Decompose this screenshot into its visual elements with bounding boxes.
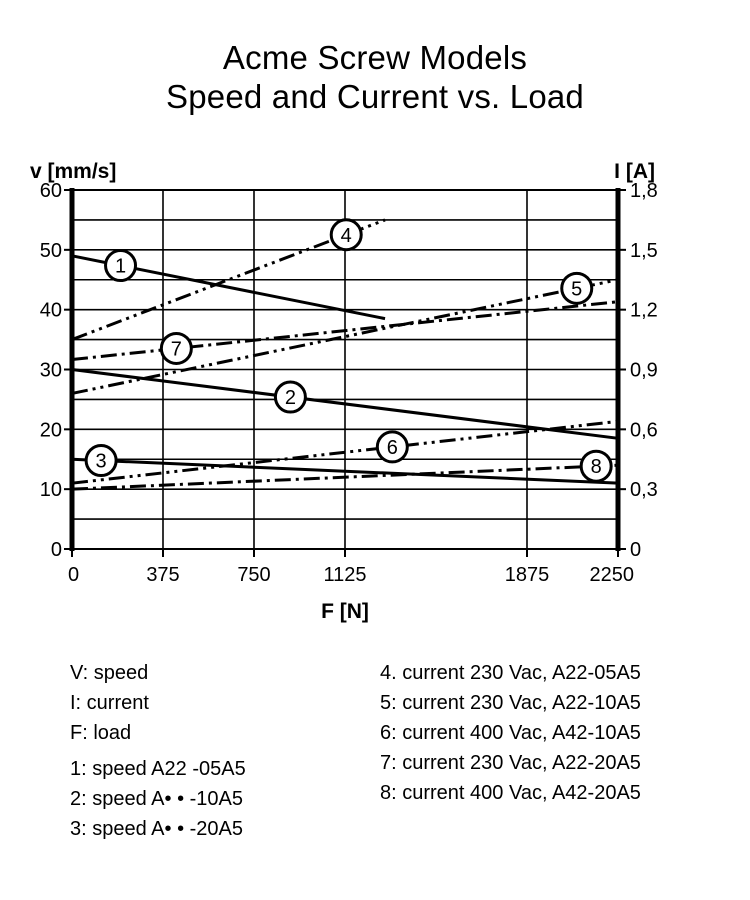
- y-axis-left-label: v [mm/s]: [30, 160, 116, 183]
- series-label-5: 5: [571, 278, 582, 300]
- series-line-3: [71, 457, 619, 485]
- series-marker-2: [273, 380, 307, 414]
- legend-item: 2: speed A• • -10A5: [70, 788, 244, 810]
- legend-item: 5: current 230 Vac, A22-10A5: [380, 692, 641, 714]
- series-marker-8: [579, 449, 613, 483]
- series-line-6: [71, 419, 619, 485]
- y-right-tick-label: 1,5: [630, 240, 658, 262]
- series-marker-6: [375, 430, 409, 464]
- series-marker-3: [84, 444, 118, 478]
- legend-item: V: speed: [70, 662, 149, 684]
- y-left-tick-label: 0: [51, 539, 62, 561]
- legend-right: 4. current 230 Vac, A22-05A5 5: current …: [380, 658, 641, 808]
- y-right-tick-label: 0: [630, 539, 641, 561]
- y-right-tick-label: 0,9: [630, 360, 658, 382]
- x-tick-label: 375: [146, 564, 179, 586]
- series-label-3: 3: [96, 451, 107, 473]
- y-left-tick-label: 50: [40, 240, 62, 262]
- series-label-8: 8: [591, 456, 602, 478]
- chart-plot: 1 2 3 4 5 6 7 8 0 10 20 30 40 50 60 0 0,3 0,6 0,9 1,2 1,5 1,…: [30, 160, 658, 623]
- chart-title: Acme Screw Models Speed and Current vs. …: [0, 38, 750, 116]
- y-left-tick-label: 30: [40, 360, 62, 382]
- series-marker-7: [159, 331, 193, 365]
- legend-item: 4. current 230 Vac, A22-05A5: [380, 662, 641, 684]
- chart-title-line-1: Acme Screw Models: [222, 39, 528, 76]
- legend-item: 3: speed A• • -20A5: [70, 818, 244, 840]
- y-right-tick-label: 0,6: [630, 419, 658, 441]
- x-tick-label: 750: [237, 564, 270, 586]
- legend-item: I: current: [70, 692, 149, 714]
- y-axis-right-label: I [A]: [614, 160, 655, 183]
- legend-item: F: load: [70, 722, 132, 744]
- y-left-tick-label: 60: [40, 180, 62, 202]
- legend-left: V: speed I: current F: load 1: speed A22…: [70, 658, 246, 844]
- legend-item: 8: current 400 Vac, A42-20A5: [380, 782, 641, 804]
- series-marker-1: [104, 249, 138, 283]
- series-label-4: 4: [341, 225, 352, 247]
- series-line-8: [71, 463, 619, 491]
- series-label-7: 7: [171, 338, 182, 360]
- y-left-tick-label: 20: [40, 419, 62, 441]
- series-label-6: 6: [387, 437, 398, 459]
- series-marker-5: [560, 271, 594, 305]
- series-marker-4: [329, 218, 363, 252]
- x-tick-label: 0: [68, 564, 79, 586]
- y-right-tick-label: 0,3: [630, 479, 658, 501]
- legend-item: 6: current 400 Vac, A42-10A5: [380, 722, 641, 744]
- label-layer: 1 2 3 4 5 6 7 8: [84, 218, 613, 483]
- y-left-tick-label: 40: [40, 300, 62, 322]
- y-left-tick-label: 10: [40, 479, 62, 501]
- y-right-tick-label: 1,2: [630, 300, 658, 322]
- x-tick-label: 1875: [505, 564, 550, 586]
- legend-item: 1: speed A22 -05A5: [70, 758, 246, 780]
- x-tick-label: 1125: [323, 564, 366, 586]
- legend-item: 7: current 230 Vac, A22-20A5: [380, 752, 641, 774]
- series-label-2: 2: [285, 387, 296, 409]
- y-right-tick-label: 1,8: [630, 180, 658, 202]
- series-line-2: [71, 368, 619, 440]
- x-axis-label: F [N]: [321, 600, 369, 623]
- series-label-1: 1: [115, 256, 126, 278]
- chart-title-line-2: Speed and Current vs. Load: [166, 78, 584, 115]
- x-tick-label: 2250: [590, 564, 635, 586]
